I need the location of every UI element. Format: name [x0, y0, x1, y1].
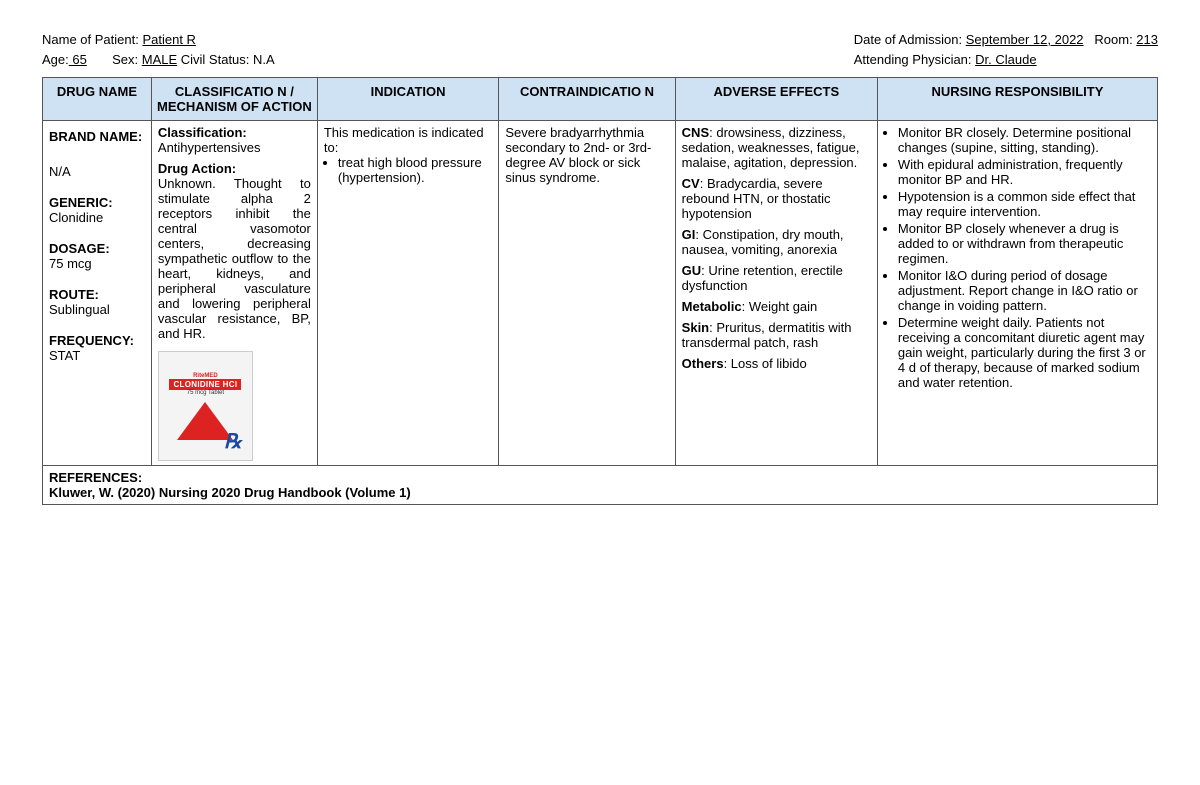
adverse-skin: Skin: Pruritus, dermatitis with transder… [682, 320, 871, 350]
sex-value: MALE [142, 52, 177, 67]
adverse-cns-text: : drowsiness, dizziness, sedation, weakn… [682, 125, 860, 170]
action-text: Unknown. Thought to stimulate alpha 2 re… [158, 176, 311, 341]
class-text: Antihypertensives [158, 140, 311, 155]
freq-label: FREQUENCY: [49, 333, 145, 348]
table-header-row: DRUG NAME CLASSIFICATIO N / MECHANISM OF… [43, 78, 1158, 121]
admission-line: Date of Admission: September 12, 2022 Ro… [854, 30, 1158, 50]
action-label: Drug Action: [158, 161, 236, 176]
patient-name-label: Name of Patient: [42, 32, 142, 47]
patient-left-col: Name of Patient: Patient R Age: 65 Sex: … [42, 30, 275, 69]
adverse-gu-label: GU [682, 263, 702, 278]
adverse-gu: GU: Urine retention, erectile dysfunctio… [682, 263, 871, 293]
adverse-cv-label: CV [682, 176, 700, 191]
header-nursing: NURSING RESPONSIBILITY [877, 78, 1157, 121]
nursing-item-3: Hypotension is a common side effect that… [898, 189, 1151, 219]
dosage-label: DOSAGE: [49, 241, 145, 256]
adverse-gi-label: GI [682, 227, 696, 242]
physician-line: Attending Physician: Dr. Claude [854, 50, 1158, 70]
drug-image-brand: CLONIDINE HCl [169, 379, 241, 390]
header-class: CLASSIFICATIO N / MECHANISM OF ACTION [151, 78, 317, 121]
civil-label: Civil Status: [177, 52, 253, 67]
adverse-oth-label: Others [682, 356, 724, 371]
adverse-metabolic: Metabolic: Weight gain [682, 299, 871, 314]
adverse-gi-text: : Constipation, dry mouth, nausea, vomit… [682, 227, 844, 257]
header-contra: CONTRAINDICATIO N [499, 78, 675, 121]
nursing-item-5: Monitor I&O during period of dosage adju… [898, 268, 1151, 313]
room-value: 213 [1136, 32, 1158, 47]
adverse-skin-label: Skin [682, 320, 709, 335]
nursing-item-1: Monitor BR closely. Determine positional… [898, 125, 1151, 155]
cell-references: REFERENCES: Kluwer, W. (2020) Nursing 20… [43, 466, 1158, 505]
civil-value: N.A [253, 52, 275, 67]
drug-image-sub: 75 mcg Tablet [187, 390, 224, 396]
adverse-cv: CV: Bradycardia, severe rebound HTN, or … [682, 176, 871, 221]
adverse-gu-text: : Urine retention, erectile dysfunction [682, 263, 843, 293]
header-adverse: ADVERSE EFFECTS [675, 78, 877, 121]
header-indication: INDICATION [317, 78, 499, 121]
nursing-item-6: Determine weight daily. Patients not rec… [898, 315, 1151, 390]
nursing-item-2: With epidural administration, frequently… [898, 157, 1151, 187]
nursing-list: Monitor BR closely. Determine positional… [898, 125, 1151, 390]
cell-nursing: Monitor BR closely. Determine positional… [877, 121, 1157, 466]
cell-adverse: CNS: drowsiness, dizziness, sedation, we… [675, 121, 877, 466]
nursing-item-4: Monitor BP closely whenever a drug is ad… [898, 221, 1151, 266]
adverse-met-label: Metabolic [682, 299, 742, 314]
header-drug: DRUG NAME [43, 78, 152, 121]
age-value: 65 [69, 52, 87, 67]
doa-value: September 12, 2022 [966, 32, 1084, 47]
adverse-cns: CNS: drowsiness, dizziness, sedation, we… [682, 125, 871, 170]
physician-value: Dr. Claude [975, 52, 1036, 67]
route-label: ROUTE: [49, 287, 145, 302]
adverse-cns-label: CNS [682, 125, 709, 140]
doa-label: Date of Admission: [854, 32, 966, 47]
generic-value: Clonidine [49, 210, 145, 225]
brand-value: N/A [49, 164, 145, 179]
sex-label: Sex: [112, 52, 142, 67]
references-label: REFERENCES: [49, 470, 142, 485]
cell-indication: This medication is indicated to: treat h… [317, 121, 499, 466]
adverse-met-text: : Weight gain [742, 299, 818, 314]
age-label: Age: [42, 52, 69, 67]
contra-text: Severe bradyarrhythmia secondary to 2nd-… [505, 125, 668, 185]
adverse-cv-text: : Bradycardia, severe rebound HTN, or th… [682, 176, 831, 221]
brand-label: BRAND NAME: [49, 129, 145, 144]
adverse-gi: GI: Constipation, dry mouth, nausea, vom… [682, 227, 871, 257]
patient-header: Name of Patient: Patient R Age: 65 Sex: … [42, 30, 1158, 69]
cell-contra: Severe bradyarrhythmia secondary to 2nd-… [499, 121, 675, 466]
generic-label: GENERIC: [49, 195, 145, 210]
patient-name-value: Patient R [142, 32, 195, 47]
cell-classification: Classification: Antihypertensives Drug A… [151, 121, 317, 466]
indication-list: treat high blood pressure (hypertension)… [338, 155, 493, 185]
route-value: Sublingual [49, 302, 145, 317]
table-body-row: BRAND NAME: N/A GENERIC: Clonidine DOSAG… [43, 121, 1158, 466]
room-label: Room: [1094, 32, 1136, 47]
patient-name-line: Name of Patient: Patient R [42, 30, 275, 50]
adverse-others: Others: Loss of libido [682, 356, 871, 371]
class-label: Classification: [158, 125, 247, 140]
drug-table: DRUG NAME CLASSIFICATIO N / MECHANISM OF… [42, 77, 1158, 505]
indication-item-1: treat high blood pressure (hypertension)… [338, 155, 493, 185]
rx-icon: ℞ [224, 429, 242, 454]
patient-right-col: Date of Admission: September 12, 2022 Ro… [854, 30, 1158, 69]
patient-age-line: Age: 65 Sex: MALE Civil Status: N.A [42, 50, 275, 70]
drug-package-image: RiteMED CLONIDINE HCl 75 mcg Tablet ℞ [158, 351, 253, 461]
indication-lead: This medication is indicated to: [324, 125, 493, 155]
dosage-value: 75 mcg [49, 256, 145, 271]
adverse-oth-text: : Loss of libido [724, 356, 807, 371]
references-row: REFERENCES: Kluwer, W. (2020) Nursing 20… [43, 466, 1158, 505]
physician-label: Attending Physician: [854, 52, 975, 67]
freq-value: STAT [49, 348, 145, 363]
cell-drugname: BRAND NAME: N/A GENERIC: Clonidine DOSAG… [43, 121, 152, 466]
references-text: Kluwer, W. (2020) Nursing 2020 Drug Hand… [49, 485, 411, 500]
